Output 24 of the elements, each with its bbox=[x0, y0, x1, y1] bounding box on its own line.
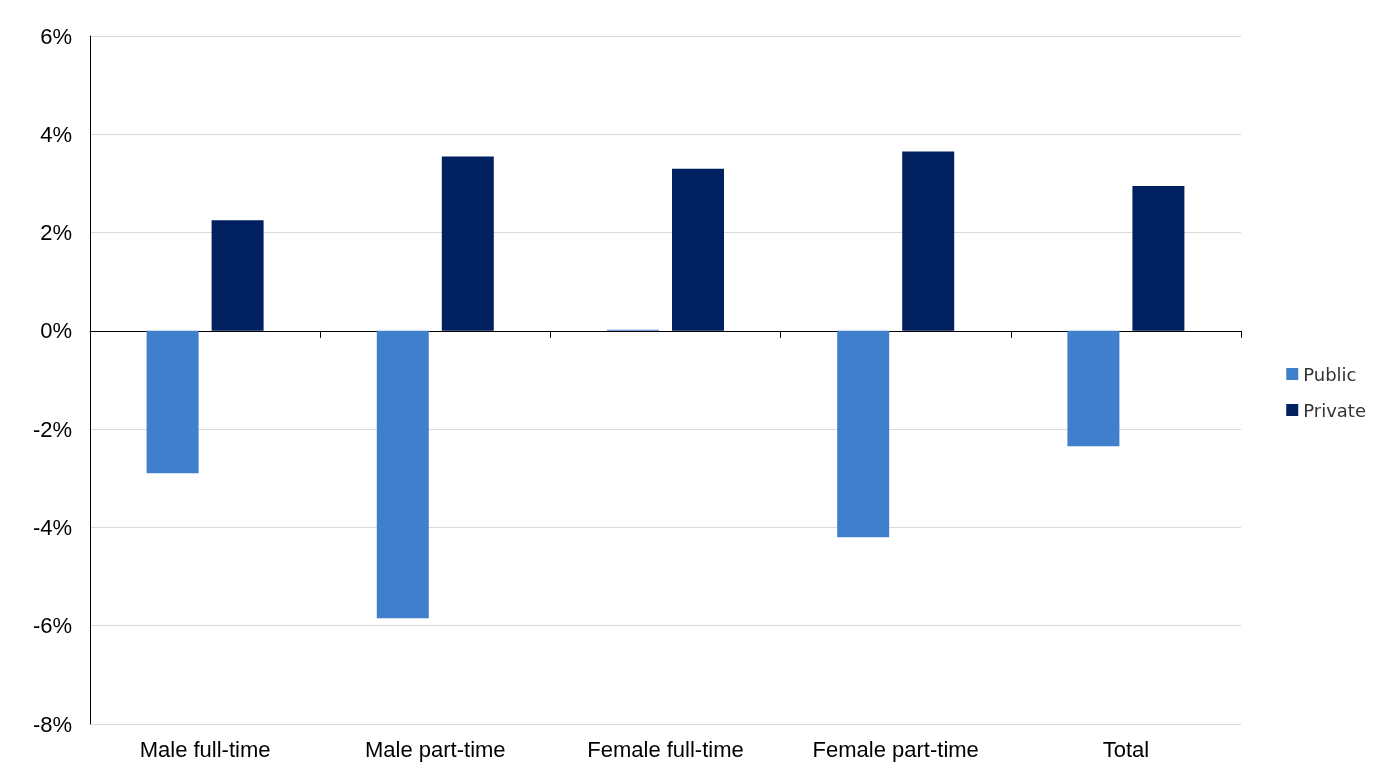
bar bbox=[1132, 185, 1185, 331]
y-tick-label: 6% bbox=[40, 23, 72, 49]
bar bbox=[211, 220, 264, 331]
x-tick-label: Total bbox=[1102, 736, 1150, 762]
y-tick-label: -6% bbox=[32, 613, 72, 639]
bar bbox=[837, 330, 890, 538]
bar bbox=[672, 168, 724, 331]
x-tick-label: Female part-time bbox=[812, 736, 979, 762]
bar bbox=[441, 156, 494, 331]
y-tick-label: -4% bbox=[32, 514, 72, 540]
legend-label: Private bbox=[1303, 399, 1367, 421]
bar bbox=[376, 330, 429, 619]
bar bbox=[1067, 330, 1120, 447]
bar bbox=[146, 330, 199, 474]
y-tick-label: 0% bbox=[40, 318, 72, 344]
y-tick-label: -2% bbox=[32, 416, 72, 442]
x-tick-label: Male full-time bbox=[139, 736, 271, 762]
y-tick-label: -8% bbox=[32, 711, 72, 737]
x-tick-label: Male part-time bbox=[365, 736, 506, 762]
y-tick-label: 2% bbox=[40, 220, 72, 246]
x-tick-label: Female full-time bbox=[587, 736, 744, 762]
legend-label: Public bbox=[1303, 363, 1357, 385]
y-tick-label: 4% bbox=[40, 121, 72, 147]
bar bbox=[902, 151, 955, 331]
